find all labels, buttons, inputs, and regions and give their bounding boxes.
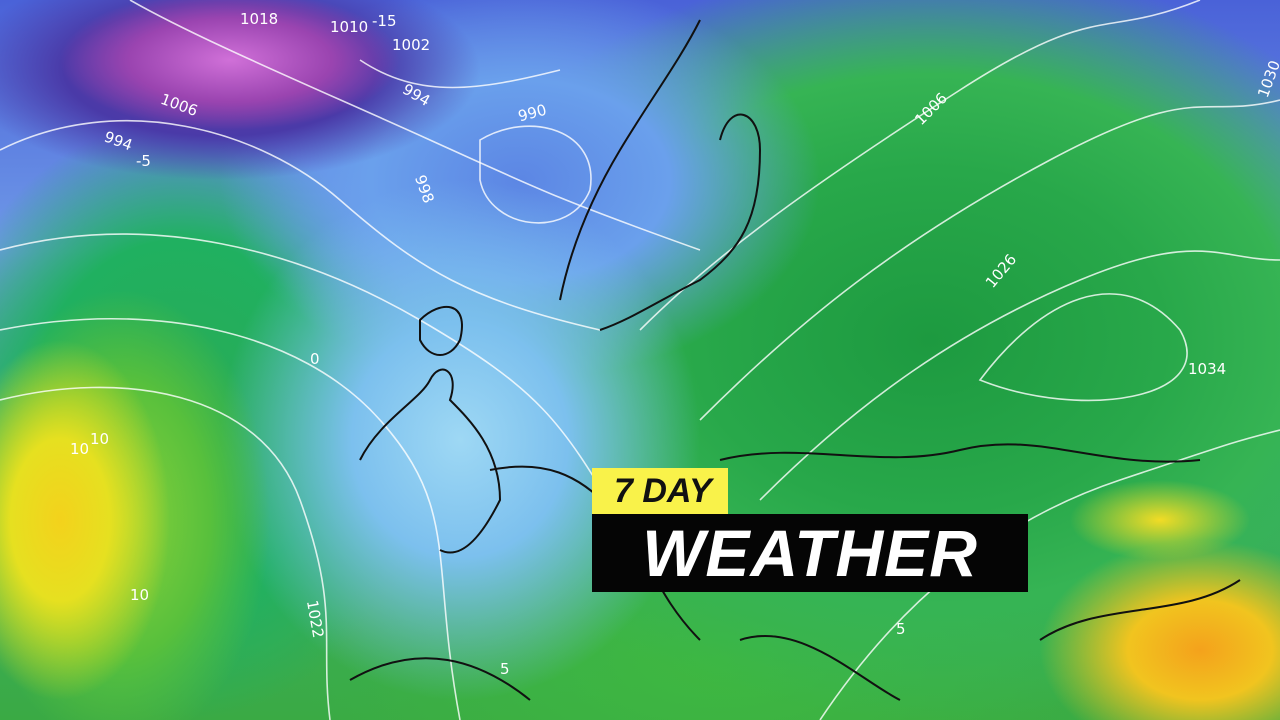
isobar-label: 5 [500,660,510,678]
isobar-label: 5 [896,620,906,638]
isobar-label: 1034 [1188,360,1227,378]
isobar-label: -15 [372,12,397,30]
isobar-label: 0 [310,350,320,368]
isobar-label: 1002 [392,36,431,54]
title-line-1: 7 DAY [592,468,728,514]
isobar-label: 1018 [240,10,279,28]
isobar-label: 10 [70,440,90,458]
isobar-label: -5 [136,152,151,170]
title-line-2: WEATHER [592,514,1028,592]
isobar-label: 10 [90,430,110,448]
isobar-label: 10 [130,586,150,604]
isobar-label: 1010 [330,18,369,36]
title-banner: 7 DAY WEATHER [592,468,1028,592]
